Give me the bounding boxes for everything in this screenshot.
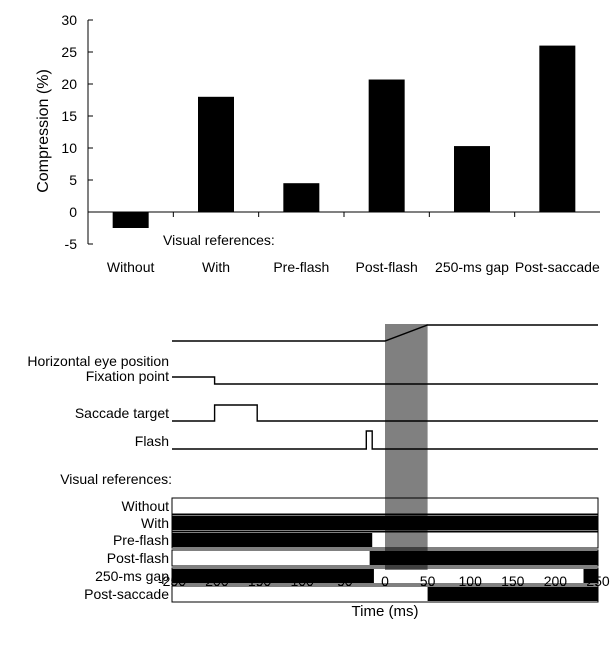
bar-250-ms-gap: [454, 146, 490, 212]
y-tick-label: 25: [61, 44, 77, 60]
y-tick-label: 30: [61, 12, 77, 28]
category-label: Without: [107, 259, 155, 275]
bar-post-saccade: [539, 45, 576, 212]
x-tick-label: -200: [201, 573, 229, 589]
x-tick-label: 150: [501, 573, 525, 589]
reference-bar-with: [172, 516, 598, 530]
trace-horizontal-eye-position: [172, 324, 598, 342]
x-tick-label: -50: [332, 573, 352, 589]
category-label: 250-ms gap: [435, 259, 509, 275]
saccade-shaded-interval: [385, 324, 428, 570]
timeline-diagram: Visual references: Time (ms) Horizontal …: [27, 324, 610, 620]
category-label: Post-saccade: [515, 259, 600, 275]
y-tick-label: 20: [61, 76, 77, 92]
references-heading: Visual references:: [60, 471, 172, 487]
trace-label: Horizontal eye position: [27, 353, 169, 369]
reference-row-outline: [171, 497, 599, 515]
y-tick-label: 10: [61, 140, 77, 156]
reference-bar-pre-flash: [172, 533, 373, 547]
x-axis-label: Time (ms): [352, 603, 419, 620]
trace-label: Saccade target: [75, 405, 169, 421]
x-tick-label: 250: [586, 573, 610, 589]
bar-without: [112, 212, 149, 228]
bar-post-flash: [368, 79, 405, 213]
x-tick-label: 50: [420, 573, 436, 589]
x-tick-label: 100: [459, 573, 483, 589]
trace-saccade-target: [172, 404, 598, 422]
category-label: Pre-flash: [273, 259, 329, 275]
reference-bar-post-flash: [369, 551, 598, 565]
bar-pre-flash: [283, 183, 320, 212]
bar-with: [198, 96, 234, 212]
trace-flash: [172, 430, 598, 450]
trace-label: Flash: [135, 433, 169, 449]
y-tick-label: -5: [65, 236, 78, 252]
x-tick-label: -100: [286, 573, 314, 589]
category-label: With: [202, 259, 230, 275]
reference-label: Post-saccade: [84, 586, 169, 602]
reference-label: Without: [122, 498, 170, 514]
y-axis-label: Compression (%): [35, 69, 52, 193]
x-tick-label: 0: [381, 573, 389, 589]
reference-label: 250-ms gap: [95, 568, 169, 584]
reference-bar-250-ms-gap: [583, 569, 598, 583]
x-tick-label: 200: [544, 573, 568, 589]
x-tick-label: -150: [243, 573, 271, 589]
category-label: Post-flash: [356, 259, 418, 275]
y-tick-label: 0: [69, 204, 77, 220]
y-tick-label: 5: [69, 172, 77, 188]
group-label: Visual references:: [163, 232, 275, 248]
trace-fixation-point: [172, 376, 598, 385]
reference-label: Pre-flash: [113, 532, 169, 548]
reference-label: Post-flash: [107, 550, 169, 566]
y-tick-label: 15: [61, 108, 77, 124]
trace-label: Fixation point: [86, 368, 169, 384]
bar-chart: Compression (%) Visual references: -5 0 5 1…: [35, 12, 600, 275]
reference-bar-post-saccade: [427, 587, 598, 601]
reference-label: With: [141, 515, 169, 531]
reference-bar-250-ms-gap: [172, 569, 374, 583]
x-tick-label: -250: [158, 573, 186, 589]
